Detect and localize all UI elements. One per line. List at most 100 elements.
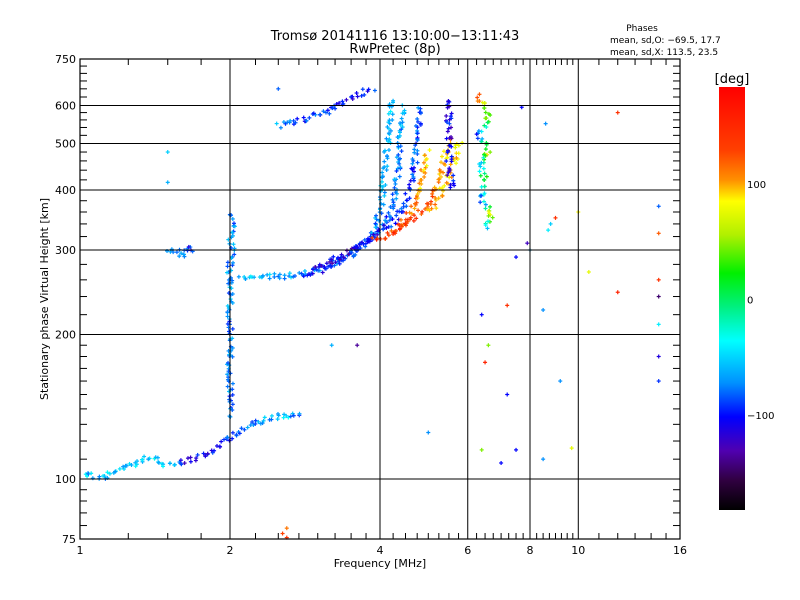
data-point bbox=[397, 121, 402, 126]
data-point bbox=[454, 155, 459, 160]
data-point bbox=[436, 196, 441, 201]
y-tick-label: 200 bbox=[55, 329, 76, 342]
colorbar-tick-label: 0 bbox=[747, 296, 753, 307]
data-point bbox=[420, 209, 425, 214]
data-point bbox=[414, 200, 419, 205]
data-point bbox=[239, 426, 244, 431]
data-point bbox=[412, 147, 417, 152]
data-point bbox=[418, 110, 423, 115]
data-point bbox=[179, 462, 184, 467]
data-point bbox=[218, 444, 223, 449]
data-point bbox=[340, 99, 345, 104]
data-point bbox=[292, 273, 297, 278]
data-point bbox=[451, 173, 456, 178]
data-point bbox=[416, 208, 421, 213]
data-point bbox=[440, 193, 445, 198]
data-point bbox=[419, 181, 424, 186]
data-point bbox=[397, 161, 402, 166]
data-point bbox=[407, 210, 412, 215]
data-point bbox=[293, 120, 298, 125]
data-point bbox=[355, 94, 360, 99]
data-point bbox=[262, 415, 267, 420]
data-point bbox=[384, 225, 389, 230]
data-point bbox=[225, 264, 230, 269]
colorbar-label: [deg] bbox=[715, 72, 750, 87]
data-point bbox=[232, 252, 237, 257]
data-point bbox=[479, 184, 484, 189]
x-tick-label: 4 bbox=[377, 544, 384, 557]
x-tick-label: 6 bbox=[464, 544, 471, 557]
data-point bbox=[454, 151, 459, 156]
data-point bbox=[445, 150, 450, 155]
data-point bbox=[276, 86, 281, 91]
data-point bbox=[393, 181, 398, 186]
data-point bbox=[386, 148, 391, 153]
data-point bbox=[422, 167, 427, 172]
data-point bbox=[399, 210, 404, 215]
data-point bbox=[230, 278, 235, 283]
data-point bbox=[124, 463, 129, 468]
data-point bbox=[394, 155, 399, 160]
data-point bbox=[360, 87, 365, 92]
data-point bbox=[313, 264, 318, 269]
data-point bbox=[656, 354, 661, 359]
data-point bbox=[230, 387, 235, 392]
y-tick-label: 75 bbox=[62, 533, 76, 546]
data-point bbox=[404, 204, 409, 209]
data-point bbox=[322, 264, 327, 269]
data-point bbox=[337, 100, 342, 105]
data-point bbox=[415, 196, 420, 201]
data-point bbox=[171, 250, 176, 255]
data-point bbox=[477, 162, 482, 167]
data-point bbox=[236, 274, 241, 279]
data-point bbox=[414, 216, 419, 221]
data-point bbox=[415, 138, 420, 143]
data-point bbox=[483, 202, 488, 207]
data-point bbox=[483, 223, 488, 228]
data-point bbox=[411, 218, 416, 223]
data-point bbox=[401, 201, 406, 206]
data-point bbox=[483, 116, 488, 121]
data-point bbox=[237, 431, 242, 436]
data-point bbox=[548, 221, 553, 226]
data-point bbox=[413, 123, 418, 128]
data-point bbox=[482, 123, 487, 128]
data-point bbox=[438, 174, 443, 179]
data-point bbox=[395, 141, 400, 146]
data-point bbox=[117, 466, 122, 471]
data-point bbox=[428, 202, 433, 207]
data-point bbox=[422, 153, 427, 158]
data-point bbox=[394, 228, 399, 233]
x-tick-label: 10 bbox=[571, 544, 585, 557]
x-tick-label: 8 bbox=[527, 544, 534, 557]
data-point bbox=[405, 198, 410, 203]
data-point bbox=[452, 183, 457, 188]
data-point bbox=[415, 116, 420, 121]
data-point bbox=[172, 462, 177, 467]
data-point bbox=[352, 245, 357, 250]
data-point bbox=[586, 269, 591, 274]
data-point bbox=[178, 458, 183, 463]
data-point bbox=[372, 88, 377, 93]
data-point bbox=[354, 244, 359, 249]
data-point bbox=[437, 172, 442, 177]
data-point bbox=[344, 97, 349, 102]
data-point bbox=[386, 233, 391, 238]
data-point bbox=[485, 226, 490, 231]
data-point bbox=[418, 122, 423, 127]
data-point bbox=[113, 469, 118, 474]
axis-ticks bbox=[80, 59, 680, 539]
data-point bbox=[188, 455, 193, 460]
data-point bbox=[445, 155, 450, 160]
data-point bbox=[390, 112, 395, 117]
data-point bbox=[415, 193, 420, 198]
data-point bbox=[230, 216, 235, 221]
data-point bbox=[553, 215, 558, 220]
data-point bbox=[426, 430, 431, 435]
data-point bbox=[413, 202, 418, 207]
data-point bbox=[442, 161, 447, 166]
data-point bbox=[386, 120, 391, 125]
data-point bbox=[412, 206, 417, 211]
data-point bbox=[339, 258, 344, 263]
data-point bbox=[378, 183, 383, 188]
